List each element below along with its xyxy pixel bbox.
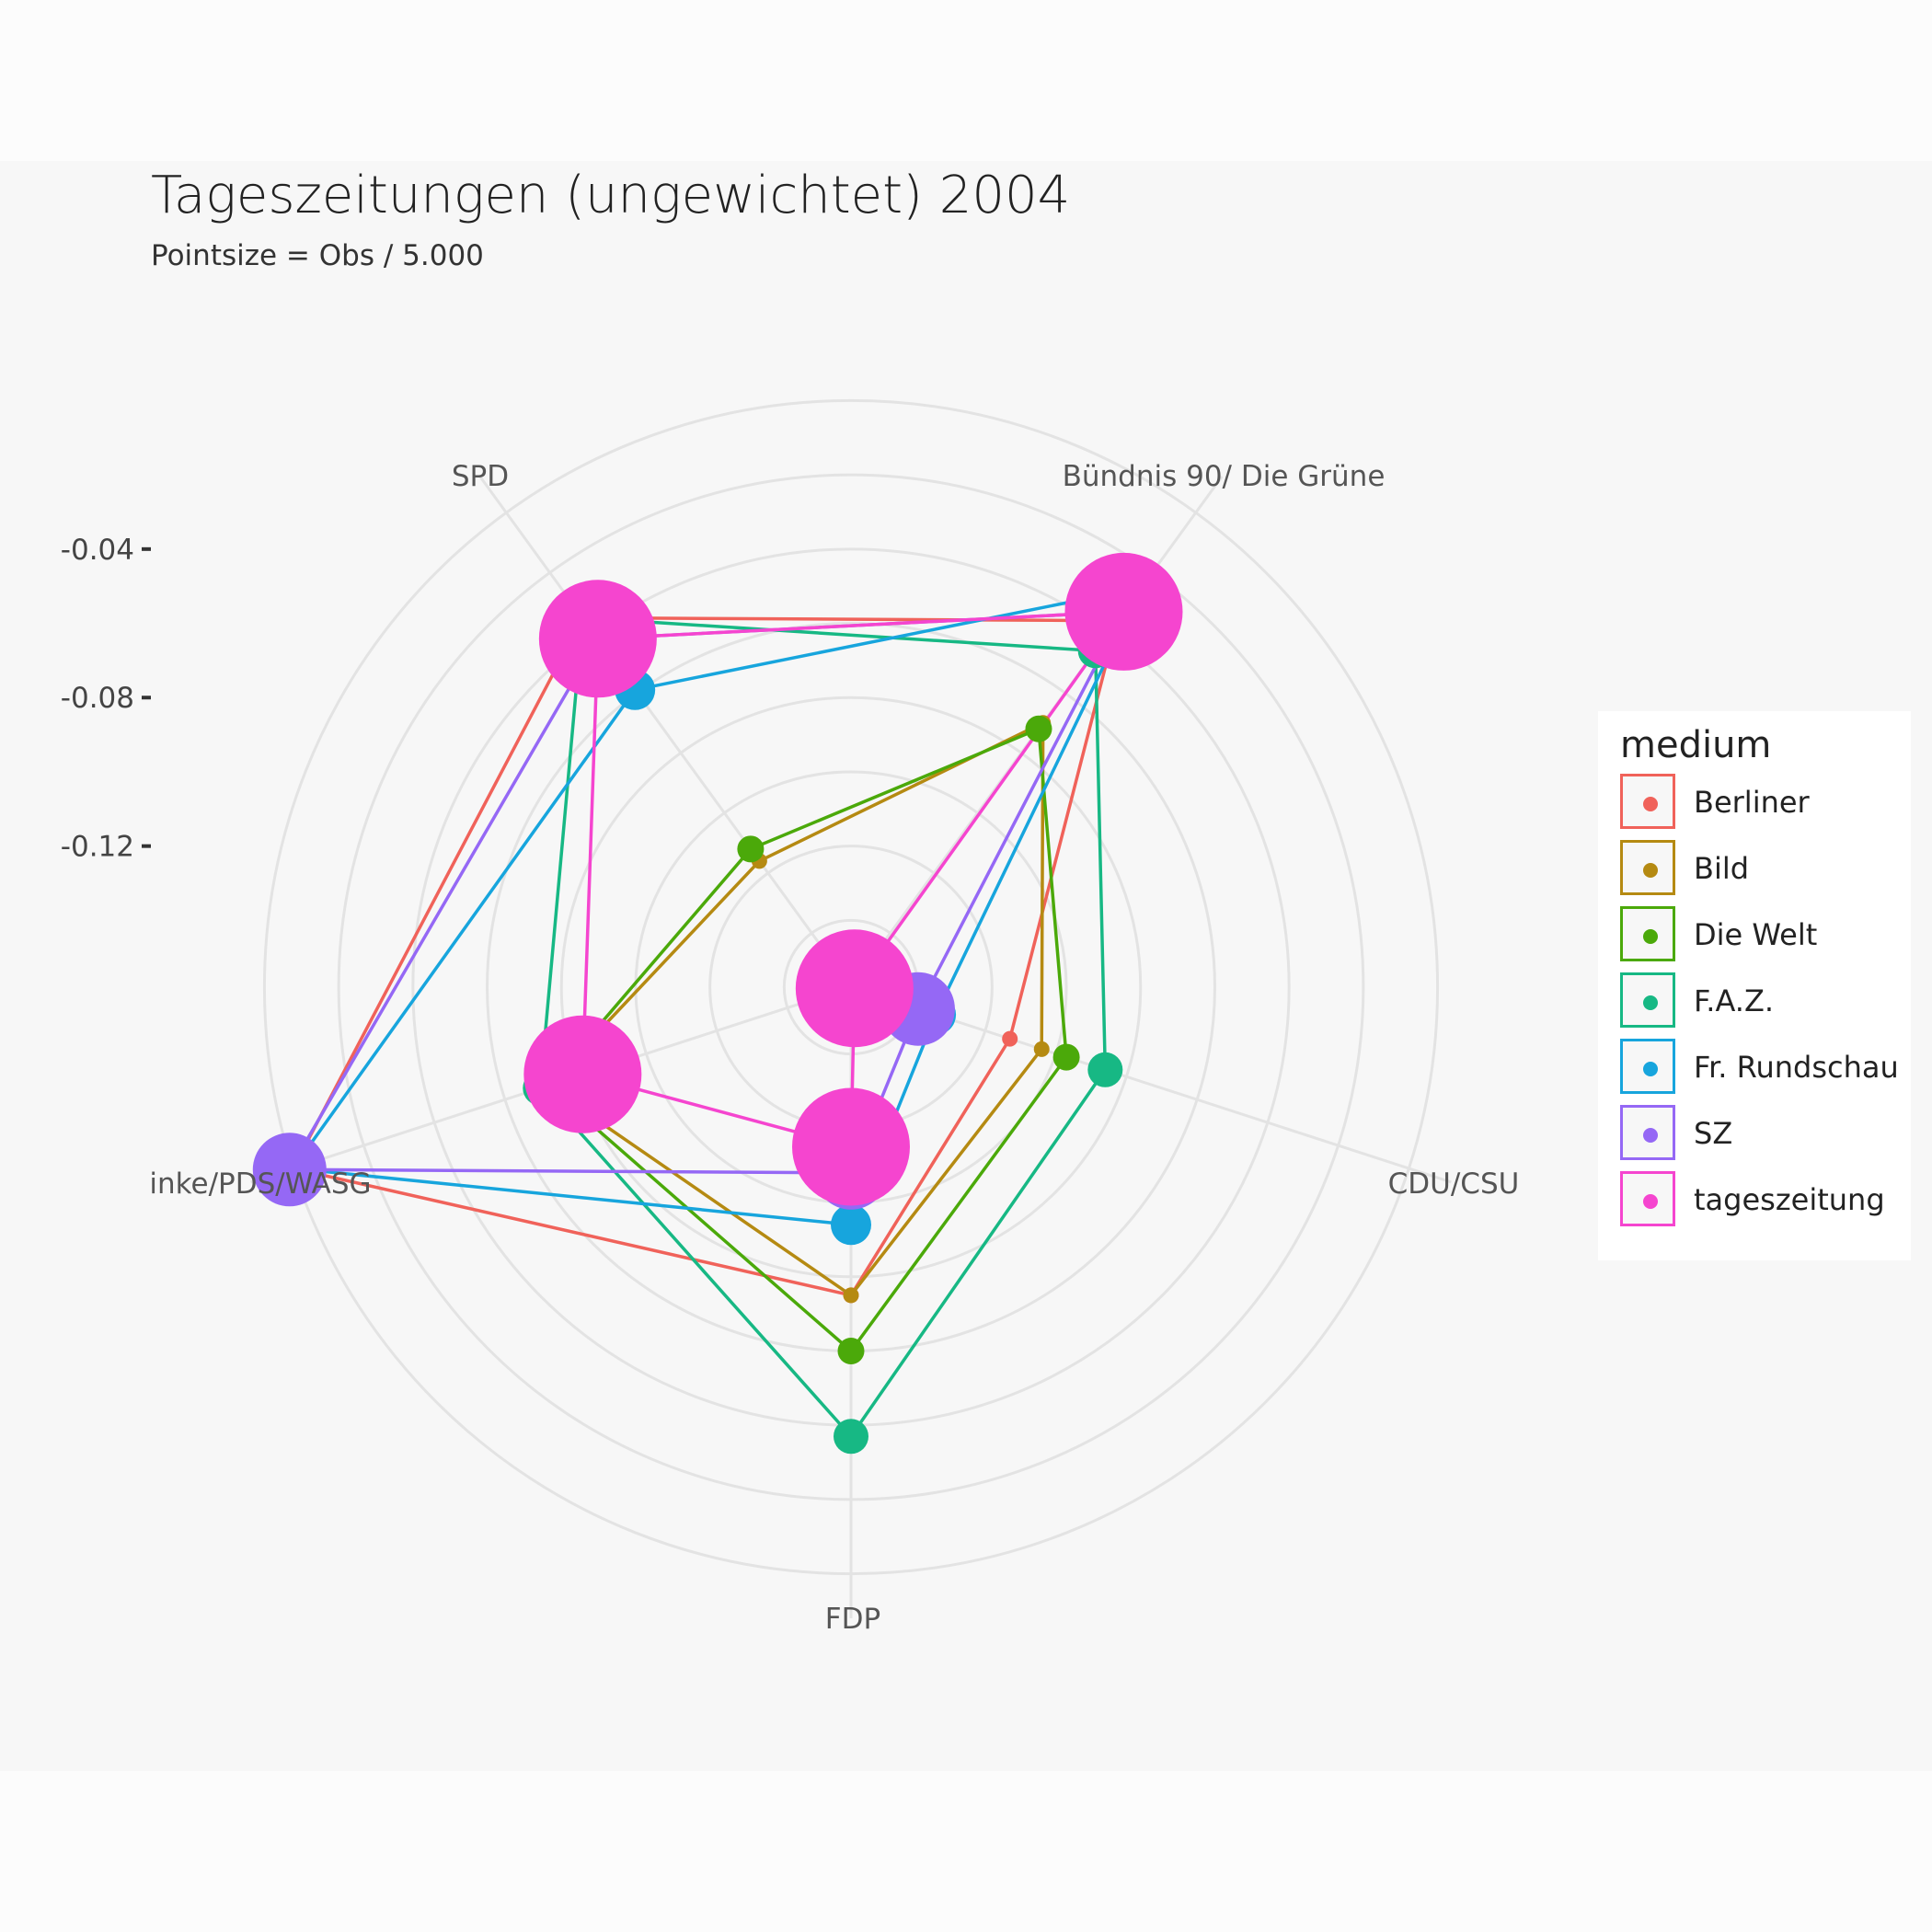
series-point xyxy=(538,580,657,698)
series-line xyxy=(538,615,1108,1440)
series-point xyxy=(831,1204,871,1246)
series-point xyxy=(792,1087,910,1206)
series-line xyxy=(286,610,1126,1175)
legend-label: Berliner xyxy=(1694,785,1810,820)
legend-dot xyxy=(1643,1128,1658,1143)
legend-item-faz: F.A.Z. xyxy=(1620,972,1905,1033)
axis-label: inke/PDS/WASG xyxy=(149,1167,371,1201)
radial-tick-label: -0.12 xyxy=(61,831,134,864)
axis-label: Bündnis 90/ Die Grüne xyxy=(1063,460,1386,493)
series-line xyxy=(545,721,1045,1298)
series-point xyxy=(1002,1030,1018,1047)
axis-label: CDU/CSU xyxy=(1388,1167,1520,1201)
legend-title: medium xyxy=(1620,724,1772,766)
series-point xyxy=(523,1015,642,1133)
series-point xyxy=(252,1133,327,1207)
series-line xyxy=(290,586,1144,1227)
series-point xyxy=(1064,552,1183,671)
series-line xyxy=(581,610,1125,1149)
legend-label: Fr. Rundschau xyxy=(1694,1050,1899,1085)
legend-item-bild: Bild xyxy=(1620,840,1905,901)
radial-tick-label: -0.04 xyxy=(61,534,134,567)
series-point xyxy=(837,1337,865,1364)
legend-key xyxy=(1620,906,1675,961)
series-point xyxy=(1087,1052,1123,1087)
series-point xyxy=(737,835,765,863)
legend-dot xyxy=(1643,1062,1658,1076)
series-point xyxy=(1033,1041,1050,1057)
series-point xyxy=(1025,715,1052,742)
legend-label: SZ xyxy=(1694,1116,1733,1151)
series-point xyxy=(795,929,914,1048)
axis-label: SPD xyxy=(452,460,509,493)
chart-title: Tageszeitungen (ungewichtet) 2004 xyxy=(151,166,1071,225)
series-point xyxy=(843,1287,859,1304)
legend-item-tageszeitung: tageszeitung xyxy=(1620,1171,1905,1232)
legend-item-fr-rundschau: Fr. Rundschau xyxy=(1620,1039,1905,1099)
legend-key xyxy=(1620,840,1675,895)
series-point xyxy=(834,1419,868,1455)
legend-dot xyxy=(1643,929,1658,944)
series-point xyxy=(1052,1043,1080,1071)
radar-series xyxy=(252,552,1183,1455)
legend: medium Berliner Bild Die Welt F.A.Z. Fr.… xyxy=(1598,711,1911,1260)
legend-item-die-welt: Die Welt xyxy=(1620,906,1905,967)
legend-key xyxy=(1620,1171,1675,1226)
radial-tick-label: -0.08 xyxy=(61,682,134,715)
legend-key xyxy=(1620,972,1675,1028)
chart-subtitle: Pointsize = Obs / 5.000 xyxy=(151,239,484,272)
radar-labels: -0.04 -0.08 -0.12 Bündnis 90/ Die Grüne CDU/… xyxy=(61,460,1520,1636)
legend-label: F.A.Z. xyxy=(1694,983,1775,1018)
legend-label: tageszeitung xyxy=(1694,1182,1885,1217)
legend-item-sz: SZ xyxy=(1620,1105,1905,1166)
legend-label: Bild xyxy=(1694,851,1750,886)
legend-dot xyxy=(1643,863,1658,878)
legend-key xyxy=(1620,1105,1675,1160)
legend-label: Die Welt xyxy=(1694,917,1818,952)
legend-item-berliner: Berliner xyxy=(1620,774,1905,834)
legend-key xyxy=(1620,774,1675,829)
legend-dot xyxy=(1643,1194,1658,1209)
axis-label: FDP xyxy=(825,1603,880,1636)
legend-dot xyxy=(1643,797,1658,811)
grid-spoke xyxy=(478,476,853,988)
series-line xyxy=(545,727,1068,1354)
series-line xyxy=(290,615,1120,1297)
legend-key xyxy=(1620,1039,1675,1094)
legend-dot xyxy=(1643,995,1658,1010)
radar-grid xyxy=(250,398,1452,1618)
